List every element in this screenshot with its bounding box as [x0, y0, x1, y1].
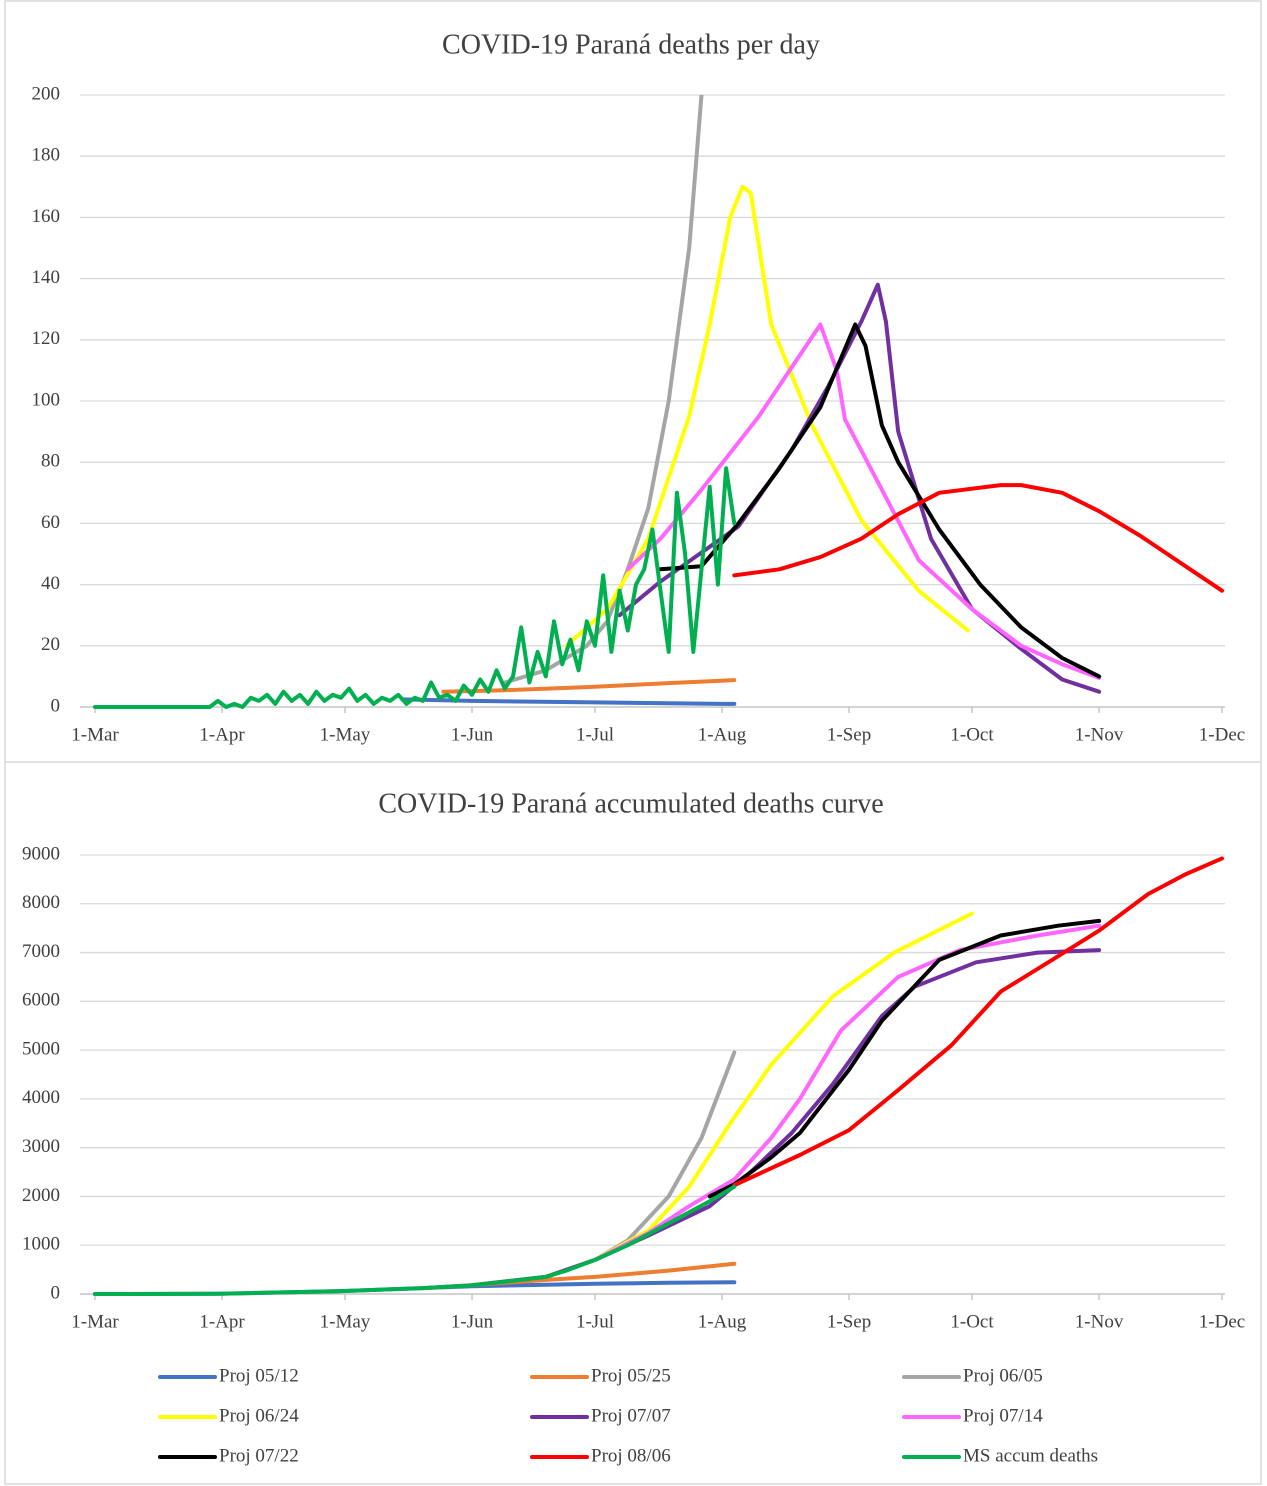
x-tick-label: 1-Aug	[698, 724, 747, 745]
series-line	[400, 697, 737, 706]
x-tick-label: 1-Aug	[698, 1311, 747, 1332]
y-tick-label: 160	[32, 206, 61, 227]
y-tick-label: 5000	[22, 1038, 60, 1059]
x-tick-label: 1-Sep	[827, 724, 871, 745]
y-tick-label: 180	[32, 145, 61, 166]
y-tick-label: 3000	[22, 1136, 60, 1157]
series-line	[593, 923, 1102, 1262]
x-tick-label: 1-Oct	[950, 724, 994, 745]
x-tick-label: 1-Nov	[1075, 1311, 1124, 1332]
plot-area	[93, 856, 1224, 1296]
series-line	[470, 1050, 737, 1288]
x-tick-label: 1-Jul	[576, 724, 614, 745]
chart-title: COVID-19 Paraná deaths per day	[442, 29, 820, 60]
x-tick-label: 1-Oct	[950, 1311, 994, 1332]
y-tick-label: 0	[51, 1282, 61, 1303]
y-tick-label: 200	[32, 83, 61, 104]
legend-label: Proj 08/06	[591, 1445, 671, 1466]
y-tick-label: 0	[51, 695, 61, 716]
y-tick-label: 6000	[22, 990, 60, 1011]
x-tick-label: 1-Jun	[451, 1311, 494, 1332]
series-line	[564, 184, 970, 648]
y-tick-label: 40	[41, 573, 60, 594]
plot-area	[93, 95, 1224, 709]
y-tick-label: 7000	[22, 941, 60, 962]
x-tick-label: 1-May	[320, 1311, 371, 1332]
series-line	[441, 678, 737, 694]
series-line	[732, 856, 1224, 1188]
legend-label: Proj 06/05	[963, 1365, 1043, 1386]
x-tick-label: 1-Nov	[1075, 724, 1124, 745]
y-tick-label: 2000	[22, 1185, 60, 1206]
x-tick-label: 1-Dec	[1199, 724, 1245, 745]
series-line	[707, 918, 1102, 1199]
series-line	[93, 1184, 737, 1296]
x-tick-label: 1-Jul	[576, 1311, 614, 1332]
x-tick-label: 1-Apr	[199, 1311, 245, 1332]
legend-label: Proj 07/14	[963, 1405, 1043, 1426]
legend-label: Proj 06/24	[219, 1405, 299, 1426]
x-tick-label: 1-May	[320, 724, 371, 745]
y-tick-label: 60	[41, 512, 60, 533]
x-tick-label: 1-Sep	[827, 1311, 871, 1332]
x-tick-label: 1-Jun	[451, 724, 494, 745]
legend-label: Proj 07/22	[219, 1445, 299, 1466]
legend-label: Proj 05/12	[219, 1365, 299, 1386]
legend-label: Proj 05/25	[591, 1365, 671, 1386]
y-tick-label: 9000	[22, 843, 60, 864]
legend-label: MS accum deaths	[963, 1445, 1098, 1466]
y-tick-label: 100	[32, 389, 61, 410]
x-tick-label: 1-Dec	[1199, 1311, 1245, 1332]
y-tick-label: 8000	[22, 892, 60, 913]
x-tick-label: 1-Mar	[71, 724, 119, 745]
y-tick-label: 80	[41, 451, 60, 472]
legend-label: Proj 07/07	[591, 1405, 671, 1426]
series-line	[732, 483, 1224, 593]
y-tick-label: 140	[32, 267, 61, 288]
series-line	[625, 322, 1102, 680]
y-tick-label: 120	[32, 328, 61, 349]
series-line	[93, 466, 737, 709]
series-line	[658, 322, 1102, 679]
y-tick-label: 1000	[22, 1234, 60, 1255]
chart-title: COVID-19 Paraná accumulated deaths curve	[378, 788, 883, 819]
y-tick-label: 20	[41, 634, 60, 655]
x-tick-label: 1-Mar	[71, 1311, 119, 1332]
frame	[4, 0, 1262, 1485]
x-tick-label: 1-Apr	[199, 724, 245, 745]
y-tick-label: 4000	[22, 1087, 60, 1108]
